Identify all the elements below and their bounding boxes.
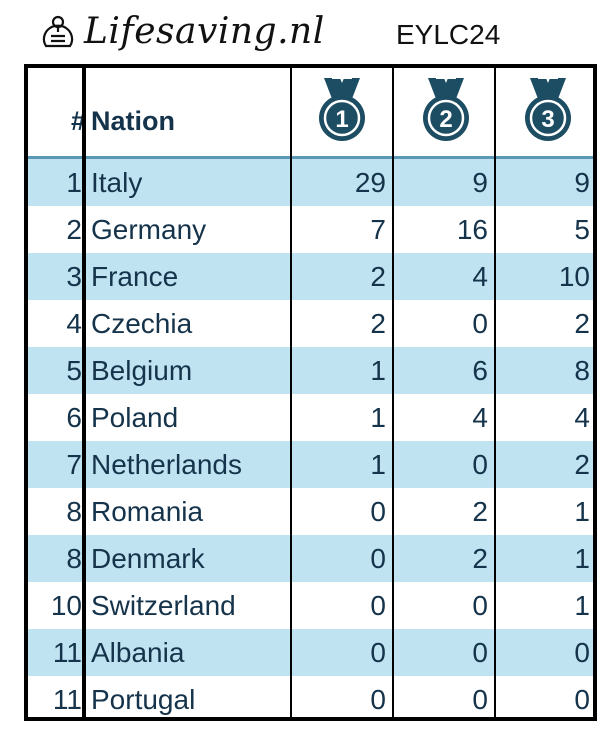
silver-count-cell: 0 [472,449,488,480]
column-divider [494,68,496,717]
nation-cell: Portugal [91,684,196,715]
gold-count-cell: 2 [370,261,386,292]
nation-cell: Belgium [91,355,193,386]
nation-column-header: Nation [91,106,175,136]
rank-cell: 5 [66,355,82,386]
silver-medal-icon: 2 [423,77,469,141]
bronze-count-cell: 9 [574,167,590,198]
table-row: 2 Germany 7 16 5 [28,206,593,253]
nation-cell: Poland [91,402,179,433]
rank-column-header: # [70,106,86,136]
bronze-medal-number: 3 [541,106,554,133]
gold-count-cell: 1 [370,402,386,433]
table-row: 10 Switzerland 0 0 1 [28,582,593,629]
silver-medal-number: 2 [439,106,452,133]
nation-cell: Germany [91,214,207,245]
silver-count-cell: 4 [472,261,488,292]
logo-text: Lifesaving.nl [84,11,325,52]
table-row: 7 Netherlands 1 0 2 [28,441,593,488]
table-row: 11 Portugal 0 0 0 [28,676,593,723]
silver-count-cell: 6 [472,355,488,386]
silver-count-cell: 2 [472,496,488,527]
nation-cell: Czechia [91,308,193,339]
gold-medal-icon: 1 [319,77,365,141]
table-row: 8 Denmark 0 2 1 [28,535,593,582]
table-header-row: # Nation 1 2 3 [28,68,593,158]
bronze-count-cell: 0 [574,637,590,668]
bronze-count-cell: 10 [558,261,590,292]
gold-count-cell: 7 [370,214,386,245]
gold-medal-number: 1 [335,106,348,133]
table-row: 6 Poland 1 4 4 [28,394,593,441]
rank-cell: 7 [66,449,82,480]
table-row: 1 Italy 29 9 9 [28,159,593,206]
rank-cell: 11 [52,684,82,715]
column-divider [392,68,394,717]
bronze-count-cell: 2 [574,449,590,480]
gold-count-cell: 0 [370,637,386,668]
rank-cell: 2 [66,214,82,245]
site-logo[interactable]: Lifesaving.nl [38,12,325,52]
gold-count-cell: 1 [370,355,386,386]
column-divider [290,68,292,717]
bronze-count-cell: 1 [574,543,590,574]
silver-count-cell: 9 [472,167,488,198]
nation-cell: Italy [91,167,143,198]
silver-count-cell: 2 [472,543,488,574]
bronze-count-cell: 8 [574,355,590,386]
silver-count-cell: 16 [456,214,488,245]
gold-count-cell: 0 [370,496,386,527]
medal-table: # Nation 1 2 3 1 Italy 29 9 9 2 Germa [24,64,597,721]
rank-cell: 8 [66,543,82,574]
bronze-count-cell: 1 [574,496,590,527]
gold-count-cell: 29 [354,167,386,198]
rank-cell: 3 [66,261,82,292]
nation-cell: Romania [91,496,204,527]
rank-cell: 10 [50,590,82,621]
column-divider [82,68,86,717]
bronze-count-cell: 1 [574,590,590,621]
gold-count-cell: 1 [370,449,386,480]
table-row: 5 Belgium 1 6 8 [28,347,593,394]
gold-count-cell: 0 [370,590,386,621]
silver-count-cell: 0 [472,637,488,668]
header: Lifesaving.nl EYLC24 [0,0,615,64]
bronze-count-cell: 2 [574,308,590,339]
rank-cell: 6 [66,402,82,433]
rank-cell: 4 [66,308,82,339]
lifesaver-logo-icon [42,15,74,48]
nation-cell: Denmark [91,543,205,574]
gold-count-cell: 2 [370,308,386,339]
table-row: 11 Albania 0 0 0 [28,629,593,676]
gold-count-cell: 0 [370,684,386,715]
gold-count-cell: 0 [370,543,386,574]
bronze-count-cell: 0 [574,684,590,715]
table-row: 3 France 2 4 10 [28,253,593,300]
table-row: 4 Czechia 2 0 2 [28,300,593,347]
silver-count-cell: 0 [472,308,488,339]
rank-cell: 1 [66,167,82,198]
silver-count-cell: 0 [472,590,488,621]
nation-cell: Albania [91,637,185,668]
header-divider [28,156,593,159]
nation-cell: France [91,261,179,292]
nation-cell: Switzerland [91,590,236,621]
bronze-medal-icon: 3 [525,77,571,141]
rank-cell: 8 [66,496,82,527]
bronze-count-cell: 4 [574,402,590,433]
silver-count-cell: 4 [472,402,488,433]
event-code: EYLC24 [396,19,501,50]
table-row: 8 Romania 0 2 1 [28,488,593,535]
rank-cell: 11 [52,637,82,668]
silver-count-cell: 0 [472,684,488,715]
bronze-count-cell: 5 [574,214,590,245]
nation-cell: Netherlands [91,449,242,480]
